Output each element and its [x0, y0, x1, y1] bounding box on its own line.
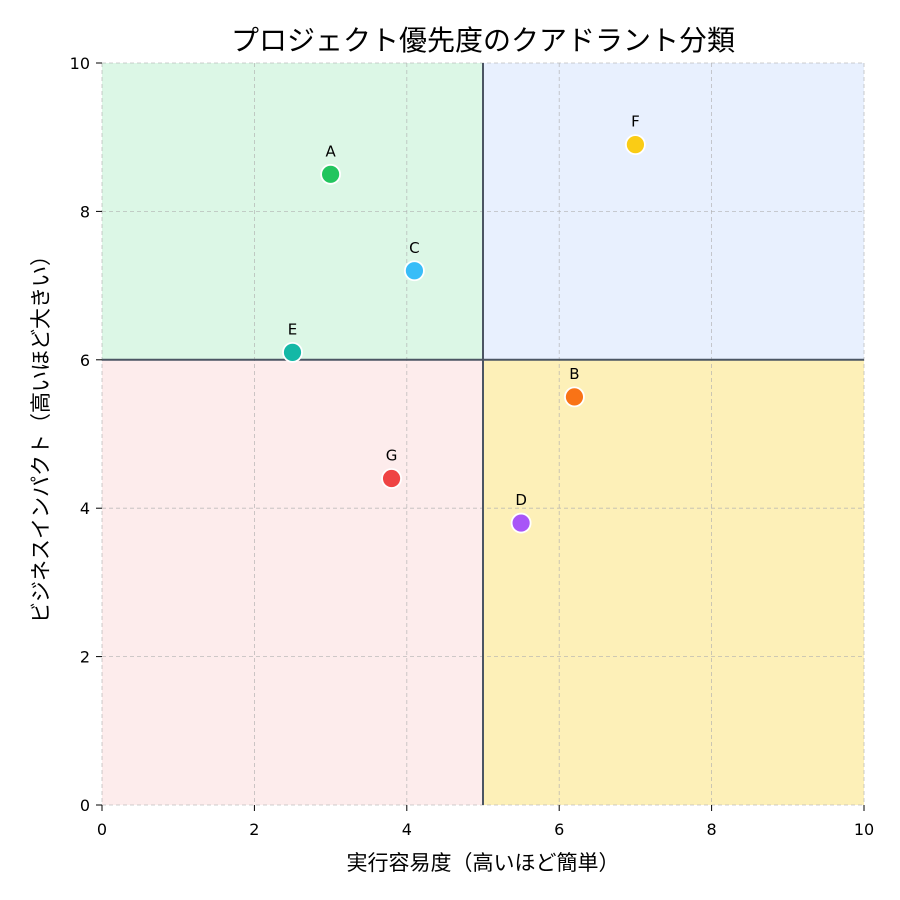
- point-marker: [282, 341, 303, 363]
- quadrant-backgrounds: [102, 63, 864, 805]
- data-point-b: B: [564, 365, 585, 408]
- quadrant-dividers: [102, 63, 864, 805]
- axes: 0 2 4 6 8 10 0 2 4 6 8 10: [70, 54, 875, 839]
- quadrant-bottom-right: [483, 359, 864, 805]
- chart-title: プロジェクト優先度のクアドラント分類: [231, 24, 735, 57]
- point-label: B: [569, 365, 579, 383]
- y-axis-label: ビジネスインパクト（高いほど大きい）: [29, 245, 53, 623]
- data-point-c: C: [404, 239, 425, 282]
- data-point-d: D: [510, 491, 532, 534]
- y-tick-label: 10: [70, 54, 90, 73]
- point-marker: [510, 512, 532, 534]
- quadrant-bottom-left: [102, 359, 483, 805]
- x-axis-label: 実行容易度（高いほど簡単）: [347, 851, 620, 875]
- quadrant-top-right: [483, 63, 864, 360]
- data-points: A B C D E F G: [282, 113, 646, 534]
- x-tick-label: 2: [249, 820, 259, 839]
- point-marker: [381, 468, 402, 489]
- y-tick-label: 6: [80, 351, 90, 370]
- point-marker: [625, 134, 646, 156]
- point-marker: [320, 163, 342, 185]
- point-label: G: [386, 447, 398, 465]
- x-tick-label: 6: [554, 820, 564, 839]
- point-marker: [564, 386, 585, 408]
- data-point-a: A: [320, 142, 342, 185]
- x-tick-label: 0: [97, 820, 107, 839]
- data-point-g: G: [381, 447, 402, 489]
- x-tick-label: 4: [402, 820, 412, 839]
- point-label: E: [288, 320, 297, 338]
- data-point-e: E: [282, 320, 303, 363]
- x-tick-label: 10: [854, 820, 874, 839]
- x-tick-label: 8: [707, 820, 717, 839]
- point-label: A: [325, 142, 336, 160]
- y-tick-label: 2: [80, 648, 90, 667]
- y-tick-label: 0: [80, 796, 90, 815]
- point-label: C: [409, 239, 419, 257]
- y-tick-label: 4: [80, 499, 90, 518]
- point-marker: [404, 260, 425, 282]
- point-label: F: [631, 113, 640, 131]
- y-tick-label: 8: [80, 202, 90, 221]
- point-label: D: [515, 491, 527, 509]
- data-point-f: F: [625, 113, 646, 156]
